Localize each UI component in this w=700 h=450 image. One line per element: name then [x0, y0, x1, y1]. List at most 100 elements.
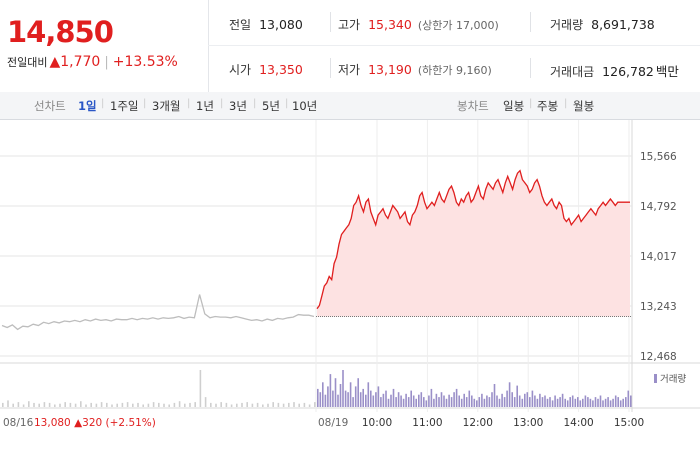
toolbar-separator: | — [143, 98, 147, 109]
period-tab-1w[interactable]: 1주일 — [110, 99, 139, 113]
volume-bar — [458, 395, 460, 407]
volume-bar-prev — [116, 403, 118, 407]
volume-bar — [625, 397, 627, 407]
stats-divider — [208, 45, 700, 46]
quote-stats: 전일 13,080 고가 15,340 (상한가 17,000) 거래량 8,691,7… — [208, 0, 700, 92]
volume-bar — [337, 394, 339, 407]
candle-tab-weekly[interactable]: 주봉 — [537, 99, 559, 113]
volume-bar — [448, 394, 450, 407]
volume-bar — [415, 398, 417, 407]
prev-date-label: 08/16 — [3, 417, 34, 429]
candle-tab-monthly[interactable]: 월봉 — [573, 99, 595, 113]
toolbar-separator: | — [285, 98, 289, 109]
period-tab-5y[interactable]: 5년 — [262, 99, 280, 113]
volume-bar — [612, 398, 614, 407]
volume-bar — [546, 398, 549, 407]
volume-bar — [382, 393, 385, 407]
volume-bar-prev — [152, 402, 155, 407]
x-tick-label: 11:00 — [412, 417, 442, 429]
volume-bar — [559, 397, 561, 407]
volume-bar-prev — [303, 402, 306, 407]
volume-bar-prev — [69, 402, 72, 407]
stat-high: 고가 15,340 (상한가 17,000) — [338, 16, 499, 33]
volume-bar-prev — [163, 403, 165, 407]
stat-prev-value: 13,080 — [259, 17, 303, 32]
volume-bar — [390, 394, 392, 407]
volume-bar — [347, 392, 349, 407]
candle-tab-daily[interactable]: 일봉 — [503, 99, 525, 113]
volume-bar — [516, 385, 518, 407]
volume-bar — [503, 397, 506, 407]
volume-bar-prev — [106, 402, 108, 407]
volume-bar-prev — [43, 402, 46, 407]
period-tab-1d[interactable]: 1일 — [78, 99, 97, 113]
period-tab-3m[interactable]: 3개월 — [152, 99, 181, 113]
volume-bar — [478, 397, 481, 407]
volume-bar-prev — [17, 402, 20, 407]
volume-bar-prev — [85, 404, 87, 407]
volume-bar-prev — [298, 403, 300, 407]
volume-bar — [566, 400, 569, 407]
volume-bar — [506, 390, 508, 407]
volume-bar-prev — [241, 402, 243, 407]
volume-bar — [549, 397, 551, 407]
stat-separator — [330, 58, 331, 78]
volume-bar-prev — [147, 403, 150, 407]
volume-bar — [380, 397, 382, 407]
volume-bar — [594, 397, 597, 407]
period-tab-10y[interactable]: 10년 — [292, 99, 318, 113]
volume-bar — [359, 392, 362, 407]
volume-bar — [604, 398, 607, 407]
volume-bar — [327, 386, 329, 407]
y-tick-label: 15,566 — [640, 151, 677, 163]
stat-open-value: 13,350 — [259, 62, 303, 77]
volume-bar — [536, 398, 539, 407]
volume-bar — [544, 395, 546, 407]
volume-bar — [365, 394, 367, 407]
volume-bar-prev — [282, 403, 285, 407]
volume-bar — [521, 398, 524, 407]
today-date-label: 08/19 — [318, 417, 348, 429]
change-divider: | — [104, 55, 109, 70]
volume-bar-prev — [225, 402, 228, 407]
volume-bar-prev — [90, 402, 92, 407]
volume-bar-prev — [256, 402, 259, 407]
volume-bar-prev — [2, 402, 4, 407]
volume-bar — [574, 398, 577, 407]
volume-bar-prev — [64, 402, 66, 407]
volume-bar — [362, 388, 364, 407]
volume-bar — [392, 388, 395, 407]
stat-low: 저가 13,190 (하한가 9,160) — [338, 61, 492, 78]
line-chart-label: 선차트 — [34, 99, 66, 113]
volume-bar-prev — [194, 402, 196, 407]
volume-bar — [471, 395, 473, 407]
volume-bar — [534, 395, 536, 407]
volume-bar-prev — [158, 402, 160, 407]
volume-bar-prev — [272, 402, 274, 407]
volume-bar — [463, 393, 465, 407]
volume-bar — [460, 398, 463, 407]
volume-bar-prev — [178, 401, 181, 407]
volume-bar — [476, 400, 478, 407]
volume-bar — [400, 395, 402, 407]
volume-bar — [334, 378, 337, 407]
volume-bar — [488, 397, 491, 407]
volume-bar-prev — [100, 402, 103, 407]
period-tab-1y[interactable]: 1년 — [196, 99, 214, 113]
candle-chart-label: 봉차트 — [457, 99, 489, 113]
volume-bar — [609, 400, 612, 407]
volume-bar — [541, 397, 544, 407]
volume-bar — [418, 394, 420, 407]
change-label: 전일대비 — [7, 56, 48, 69]
stat-amount-unit: 백만 — [655, 64, 679, 79]
period-tab-3y[interactable]: 3년 — [229, 99, 247, 113]
volume-bar — [622, 398, 624, 407]
volume-bar — [569, 397, 571, 407]
volume-bar — [493, 384, 496, 407]
volume-bar — [455, 388, 458, 407]
stat-volume: 거래량 8,691,738 — [550, 16, 655, 33]
volume-bar — [425, 400, 428, 407]
volume-bar — [443, 395, 445, 407]
volume-bar — [498, 398, 501, 407]
stat-high-value: 15,340 — [368, 17, 412, 32]
